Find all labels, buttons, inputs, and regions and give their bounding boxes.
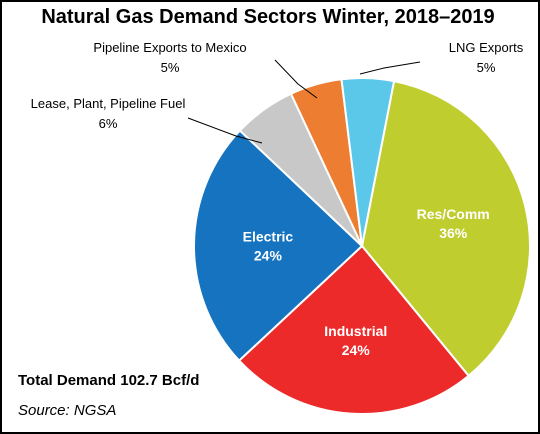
slice-value-lease-plant-pipeline-fuel: 6% — [99, 116, 118, 131]
chart-title: Natural Gas Demand Sectors Winter, 2018–… — [41, 6, 495, 28]
source-annotation: Source: NGSA — [18, 402, 117, 419]
pie-slice-industrial — [237, 244, 471, 415]
slice-name-electric: Electric — [243, 229, 294, 245]
leader-line-lng-exports — [359, 61, 421, 75]
slice-name-lease-plant-pipeline-fuel: Lease, Plant, Pipeline Fuel — [31, 96, 186, 111]
slice-value-industrial: 24% — [342, 342, 371, 358]
slice-value-pipeline-exports-to-mexico: 5% — [161, 60, 180, 75]
leader-line-pipeline-exports-to-mexico — [274, 59, 318, 99]
slice-value-electric: 24% — [254, 248, 283, 264]
pie-slice-res-comm — [360, 79, 531, 378]
pie-slice-electric — [193, 129, 364, 362]
slice-name-res-comm: Res/Comm — [417, 206, 490, 222]
total-demand-annotation: Total Demand 102.7 Bcf/d — [18, 372, 200, 389]
slice-name-pipeline-exports-to-mexico: Pipeline Exports to Mexico — [93, 40, 246, 55]
slice-value-lng-exports: 5% — [477, 60, 496, 75]
leader-line-lease-plant-pipeline-fuel — [187, 117, 263, 144]
pie-slice-lng-exports — [340, 77, 396, 247]
slice-name-lng-exports: LNG Exports — [449, 40, 524, 55]
slice-name-industrial: Industrial — [324, 323, 387, 339]
slice-value-res-comm: 36% — [439, 225, 468, 241]
